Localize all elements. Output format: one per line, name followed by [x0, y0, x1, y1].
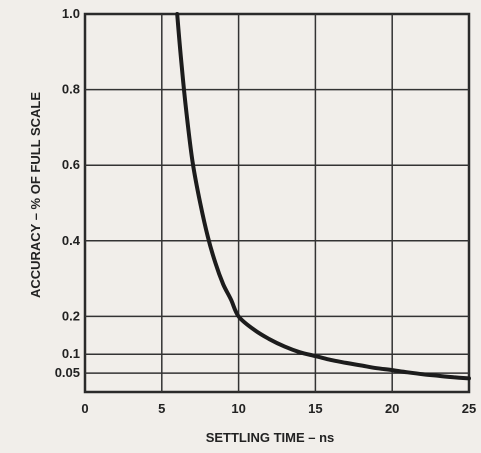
x-tick-label: 5	[158, 401, 165, 416]
y-tick-label: 0.2	[62, 308, 80, 323]
y-tick-label: 0.05	[55, 365, 80, 380]
grid-lines	[83, 12, 471, 394]
x-tick-label: 15	[308, 401, 322, 416]
y-tick-label: 1.0	[62, 6, 80, 21]
y-tick-label: 0.4	[62, 233, 81, 248]
y-axis-label: ACCURACY – % OF FULL SCALE	[28, 92, 43, 298]
series-layer	[175, 12, 471, 381]
y-tick-label: 0.1	[62, 346, 80, 361]
y-tick-label: 0.8	[62, 82, 80, 97]
tick-labels: 0 5 10 15 20 25 0.05 0.1 0.2 0.4 0.6 0.8 1.0	[55, 6, 477, 416]
x-tick-label: 25	[462, 401, 476, 416]
x-axis-label: SETTLING TIME – ns	[206, 430, 335, 445]
y-tick-label: 0.6	[62, 157, 80, 172]
x-tick-label: 0	[81, 401, 88, 416]
x-tick-label: 20	[385, 401, 399, 416]
plot-frame	[83, 12, 471, 394]
settling-curve	[175, 12, 471, 381]
x-tick-label: 10	[231, 401, 245, 416]
